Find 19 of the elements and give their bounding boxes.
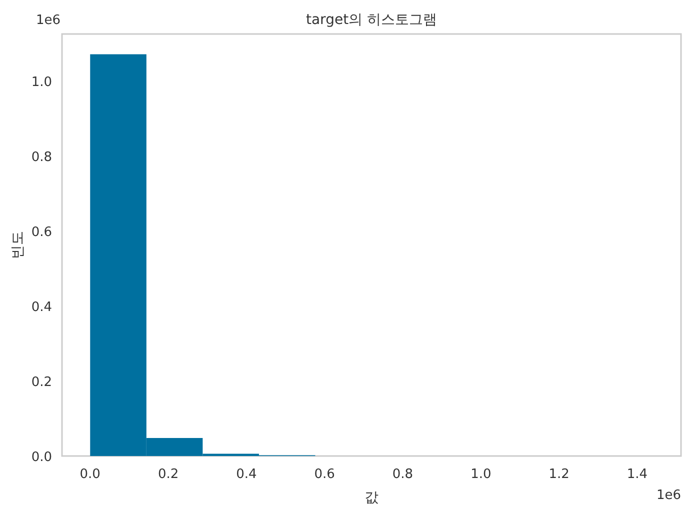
x-axis-title: 값 — [364, 490, 378, 506]
y-tick-label: 0.6 — [31, 224, 52, 240]
text: 1e6 — [36, 13, 61, 28]
x-tick-label: 0.8 — [392, 467, 414, 482]
x-tick-label: 0.0 — [80, 467, 100, 482]
x-tick-label: 1.0 — [470, 467, 492, 482]
y-tick-label: 0.8 — [31, 150, 52, 165]
x-tick-label: 0.4 — [236, 467, 257, 482]
x-tick-label: 0.6 — [314, 467, 335, 482]
y-tick-label: 0.2 — [31, 374, 52, 390]
y-tick-label: 0.0 — [31, 450, 52, 465]
y-tick-label: 0.4 — [31, 300, 52, 315]
y-tick-label: 1.0 — [31, 74, 52, 90]
x-tick-label: 0.2 — [158, 467, 179, 482]
x-tick-label: 1.4 — [626, 467, 648, 482]
y-axis-title: 빈도 — [10, 231, 26, 259]
chart-title: target의 히스토그램 — [306, 12, 438, 28]
x-tick-label: 1.2 — [548, 467, 570, 482]
text: 1e6 — [656, 488, 681, 503]
